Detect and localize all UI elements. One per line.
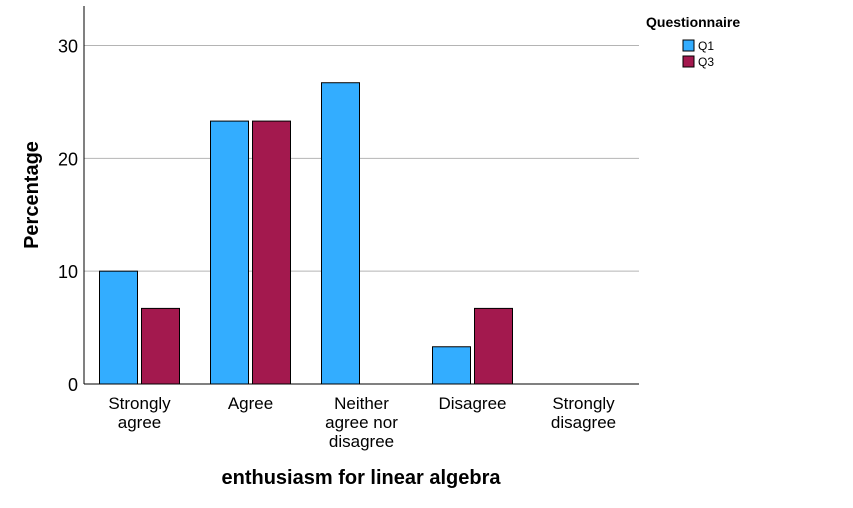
x-tick-label: Disagree <box>438 394 506 413</box>
bars <box>99 82 513 385</box>
bar-q1-1 <box>210 120 249 385</box>
y-tick-labels: 0 10 20 30 <box>58 36 78 395</box>
legend-swatch-q1 <box>682 39 695 52</box>
x-tick-label: Agree <box>228 394 273 413</box>
grid-lines <box>84 44 639 272</box>
bar-q1-2 <box>321 82 360 385</box>
y-axis-title: Percentage <box>21 141 43 249</box>
axes <box>83 6 639 385</box>
legend-label-q1: Q1 <box>698 39 714 53</box>
bar-q3-3 <box>474 307 513 385</box>
x-tick-labels: Strongly agree Agree Neither agree nor disagr… <box>108 394 616 451</box>
x-tick-label: Neither agree nor disagree <box>325 394 398 451</box>
bar-q3-1 <box>252 120 291 385</box>
bar-q3-0 <box>141 307 180 385</box>
y-tick-label: 0 <box>68 375 78 395</box>
x-tick-label: Strongly agree <box>108 394 171 432</box>
x-tick-label: Strongly disagree <box>551 394 616 432</box>
y-tick-label: 10 <box>58 262 78 282</box>
y-tick-label: 30 <box>58 36 78 56</box>
legend-label-q3: Q3 <box>698 55 714 69</box>
bar-q1-0 <box>99 270 138 385</box>
legend-title: Questionnaire <box>646 14 740 30</box>
y-tick-label: 20 <box>58 149 78 169</box>
x-axis-title: enthusiasm for linear algebra <box>222 467 502 489</box>
legend-swatch-q3 <box>682 55 695 68</box>
bar-q1-3 <box>432 346 471 385</box>
